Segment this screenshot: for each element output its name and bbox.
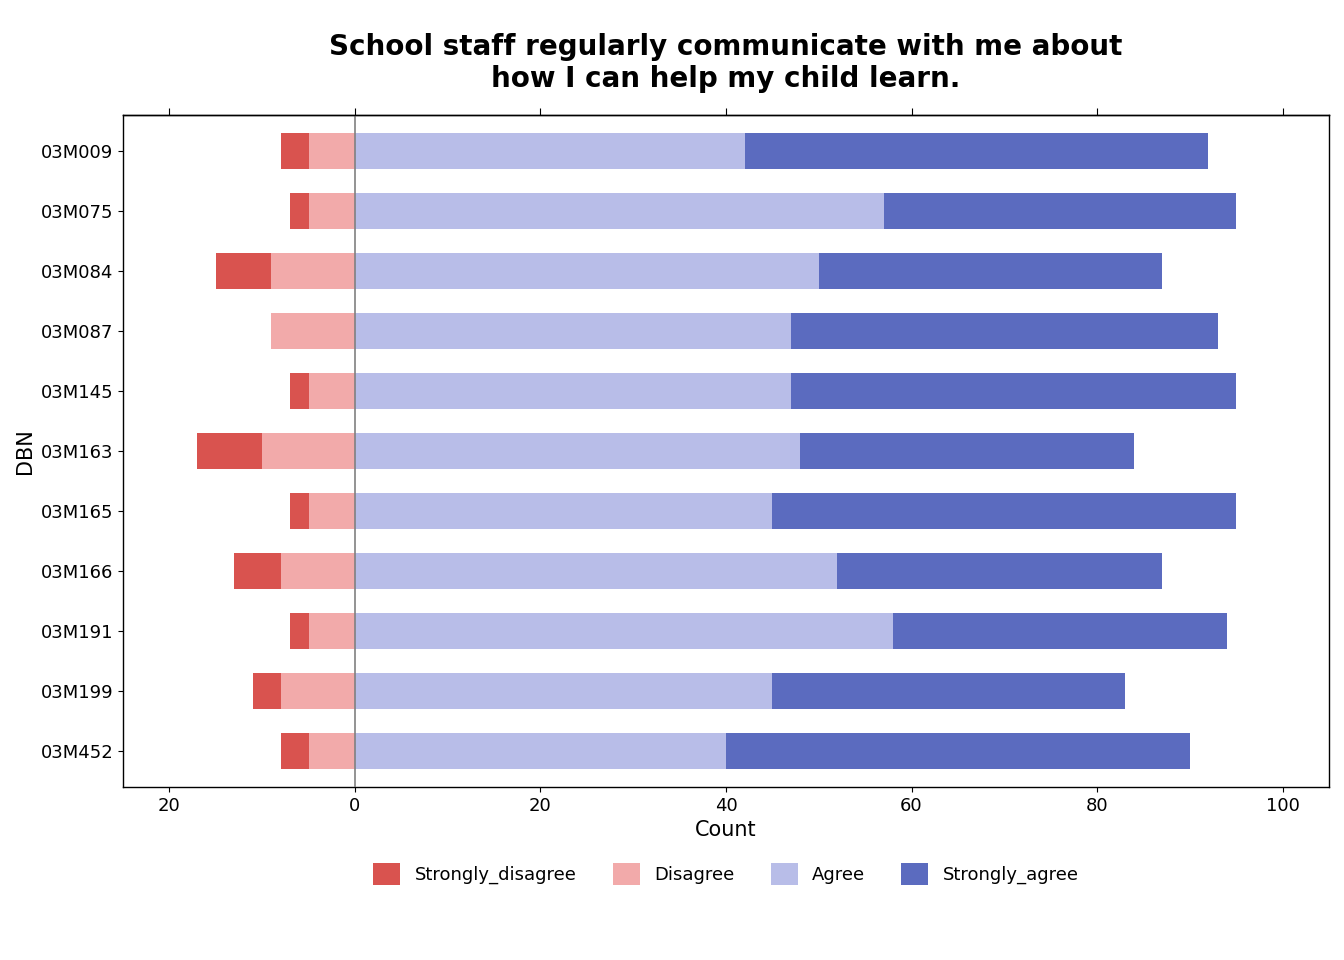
- Bar: [290, 193, 309, 229]
- Bar: [355, 193, 884, 229]
- Bar: [355, 253, 818, 289]
- Bar: [281, 133, 309, 169]
- Bar: [884, 193, 1236, 229]
- Bar: [837, 553, 1163, 589]
- Bar: [309, 733, 355, 769]
- Y-axis label: DBN: DBN: [15, 428, 35, 474]
- Bar: [253, 673, 281, 709]
- Bar: [818, 253, 1163, 289]
- Bar: [355, 433, 800, 469]
- Bar: [355, 733, 726, 769]
- Bar: [281, 553, 355, 589]
- Bar: [792, 373, 1236, 409]
- Bar: [309, 133, 355, 169]
- Bar: [355, 613, 892, 649]
- Bar: [271, 313, 355, 349]
- Bar: [290, 373, 309, 409]
- Bar: [726, 733, 1189, 769]
- Bar: [281, 733, 309, 769]
- Bar: [309, 373, 355, 409]
- Bar: [773, 673, 1125, 709]
- Bar: [892, 613, 1227, 649]
- Bar: [792, 313, 1218, 349]
- X-axis label: Count: Count: [695, 821, 757, 840]
- Bar: [309, 613, 355, 649]
- Bar: [355, 553, 837, 589]
- Legend: Strongly_disagree, Disagree, Agree, Strongly_agree: Strongly_disagree, Disagree, Agree, Stro…: [366, 856, 1086, 893]
- Bar: [216, 253, 271, 289]
- Title: School staff regularly communicate with me about
how I can help my child learn.: School staff regularly communicate with …: [329, 33, 1122, 93]
- Bar: [234, 553, 281, 589]
- Bar: [271, 253, 355, 289]
- Bar: [309, 193, 355, 229]
- Bar: [800, 433, 1134, 469]
- Bar: [355, 133, 745, 169]
- Bar: [198, 433, 262, 469]
- Bar: [281, 673, 355, 709]
- Bar: [262, 433, 355, 469]
- Bar: [355, 313, 792, 349]
- Bar: [290, 493, 309, 529]
- Bar: [309, 493, 355, 529]
- Bar: [290, 613, 309, 649]
- Bar: [355, 673, 773, 709]
- Bar: [773, 493, 1236, 529]
- Bar: [355, 493, 773, 529]
- Bar: [355, 373, 792, 409]
- Bar: [745, 133, 1208, 169]
